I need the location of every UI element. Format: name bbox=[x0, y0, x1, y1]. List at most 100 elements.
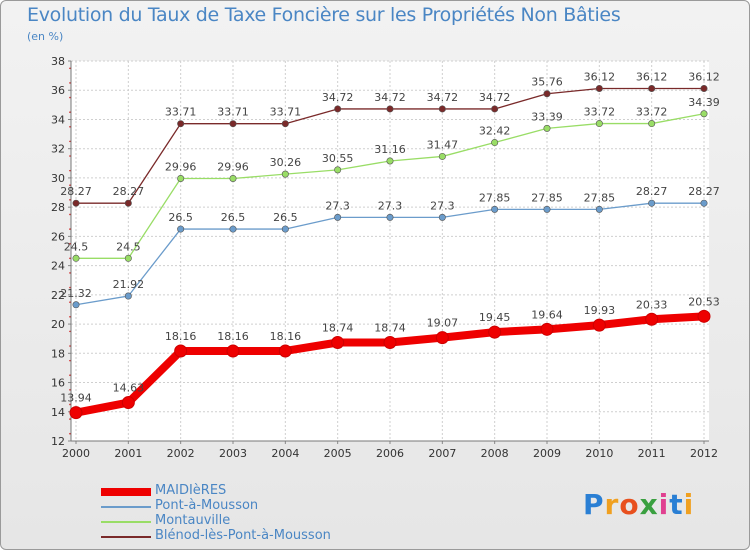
data-point bbox=[334, 213, 342, 221]
y-minor-tick bbox=[69, 272, 71, 274]
x-tick-label: 2003 bbox=[219, 447, 247, 460]
data-point bbox=[595, 120, 603, 128]
y-tick-label: 36 bbox=[51, 84, 65, 97]
y-minor-tick bbox=[69, 184, 71, 187]
data-label: 18.74 bbox=[322, 321, 354, 334]
data-point bbox=[592, 318, 606, 332]
data-label: 28.27 bbox=[636, 185, 668, 198]
data-point bbox=[700, 199, 708, 207]
data-point bbox=[386, 157, 394, 165]
brand-letter: r bbox=[604, 488, 620, 521]
data-label: 19.07 bbox=[427, 317, 459, 330]
data-point bbox=[543, 124, 551, 132]
y-tick-label: 16 bbox=[51, 377, 65, 390]
data-label: 26.5 bbox=[168, 211, 193, 224]
data-point bbox=[124, 292, 132, 300]
data-point bbox=[72, 254, 80, 262]
y-minor-tick bbox=[69, 82, 71, 84]
legend-item: Pont-à-Mousson bbox=[101, 498, 421, 515]
brand-letter: P bbox=[583, 488, 605, 521]
data-point bbox=[700, 110, 708, 118]
data-label: 36.12 bbox=[636, 70, 668, 83]
chart-title: Evolution du Taux de Taxe Foncière sur l… bbox=[27, 4, 621, 26]
data-point bbox=[543, 205, 551, 213]
data-label: 18.16 bbox=[270, 330, 302, 343]
y-minor-tick bbox=[69, 96, 71, 99]
data-label: 31.47 bbox=[427, 138, 459, 151]
data-label: 32.42 bbox=[479, 125, 511, 138]
data-point bbox=[386, 105, 394, 113]
y-tick-label: 12 bbox=[51, 435, 65, 448]
y-minor-tick bbox=[69, 169, 71, 172]
data-label: 26.5 bbox=[221, 211, 246, 224]
data-label: 33.71 bbox=[270, 106, 302, 119]
data-point bbox=[543, 90, 551, 98]
data-point bbox=[229, 225, 237, 233]
data-label: 14.63 bbox=[113, 382, 145, 395]
x-tick-label: 2002 bbox=[167, 447, 195, 460]
data-label: 35.76 bbox=[531, 76, 563, 89]
data-label: 27.3 bbox=[378, 199, 403, 212]
brand-letter: i bbox=[683, 488, 695, 521]
legend-label: Pont-à-Mousson bbox=[155, 498, 259, 513]
data-label: 33.72 bbox=[636, 106, 668, 119]
data-label: 27.85 bbox=[479, 191, 511, 204]
data-point bbox=[177, 120, 185, 128]
y-minor-tick bbox=[69, 432, 71, 435]
data-label: 19.45 bbox=[479, 311, 511, 324]
data-point bbox=[174, 344, 188, 358]
data-point bbox=[540, 322, 554, 336]
data-label: 19.64 bbox=[531, 308, 563, 321]
data-point bbox=[72, 199, 80, 207]
y-minor-tick bbox=[69, 111, 71, 113]
y-minor-tick bbox=[69, 315, 71, 318]
x-tick-label: 2001 bbox=[114, 447, 142, 460]
data-label: 27.85 bbox=[584, 191, 616, 204]
y-minor-tick bbox=[69, 330, 71, 333]
data-label: 27.3 bbox=[430, 199, 455, 212]
data-label: 36.12 bbox=[688, 70, 720, 83]
data-point bbox=[226, 344, 240, 358]
y-minor-tick bbox=[69, 199, 71, 201]
data-point bbox=[491, 105, 499, 113]
y-minor-tick bbox=[69, 140, 71, 143]
legend-label: Montauville bbox=[155, 513, 231, 528]
data-point bbox=[334, 105, 342, 113]
data-label: 18.16 bbox=[217, 330, 249, 343]
y-tick-label: 28 bbox=[51, 201, 65, 214]
data-label: 24.5 bbox=[116, 240, 141, 253]
y-tick-label: 26 bbox=[51, 230, 65, 243]
y-minor-tick bbox=[69, 389, 71, 391]
y-minor-tick bbox=[69, 418, 71, 420]
legend-item: Montauville bbox=[101, 513, 421, 530]
data-point bbox=[645, 312, 659, 326]
x-tick-label: 2010 bbox=[585, 447, 613, 460]
data-label: 30.26 bbox=[270, 156, 302, 169]
data-label: 27.3 bbox=[325, 199, 350, 212]
y-tick-label: 14 bbox=[51, 406, 65, 419]
data-label: 34.72 bbox=[427, 91, 459, 104]
legend-swatch bbox=[101, 506, 151, 508]
x-tick-label: 2008 bbox=[481, 447, 509, 460]
data-label: 34.39 bbox=[688, 96, 720, 109]
x-tick-label: 2012 bbox=[690, 447, 718, 460]
data-point bbox=[72, 301, 80, 309]
data-point bbox=[595, 205, 603, 213]
data-label: 29.96 bbox=[217, 161, 249, 174]
y-tick-label: 18 bbox=[51, 347, 65, 360]
y-minor-tick bbox=[69, 345, 71, 347]
x-tick-label: 2000 bbox=[62, 447, 90, 460]
brand-letter: o bbox=[619, 488, 640, 521]
y-minor-tick bbox=[69, 242, 71, 245]
y-minor-tick bbox=[69, 301, 71, 303]
data-label: 34.72 bbox=[374, 91, 406, 104]
data-point bbox=[648, 84, 656, 92]
y-tick-label: 34 bbox=[51, 113, 65, 126]
y-tick-label: 22 bbox=[51, 289, 65, 302]
data-point bbox=[386, 213, 394, 221]
y-minor-tick bbox=[69, 155, 71, 157]
data-label: 33.71 bbox=[165, 106, 197, 119]
y-tick-label: 20 bbox=[51, 318, 65, 331]
data-point bbox=[229, 175, 237, 183]
data-point bbox=[177, 225, 185, 233]
